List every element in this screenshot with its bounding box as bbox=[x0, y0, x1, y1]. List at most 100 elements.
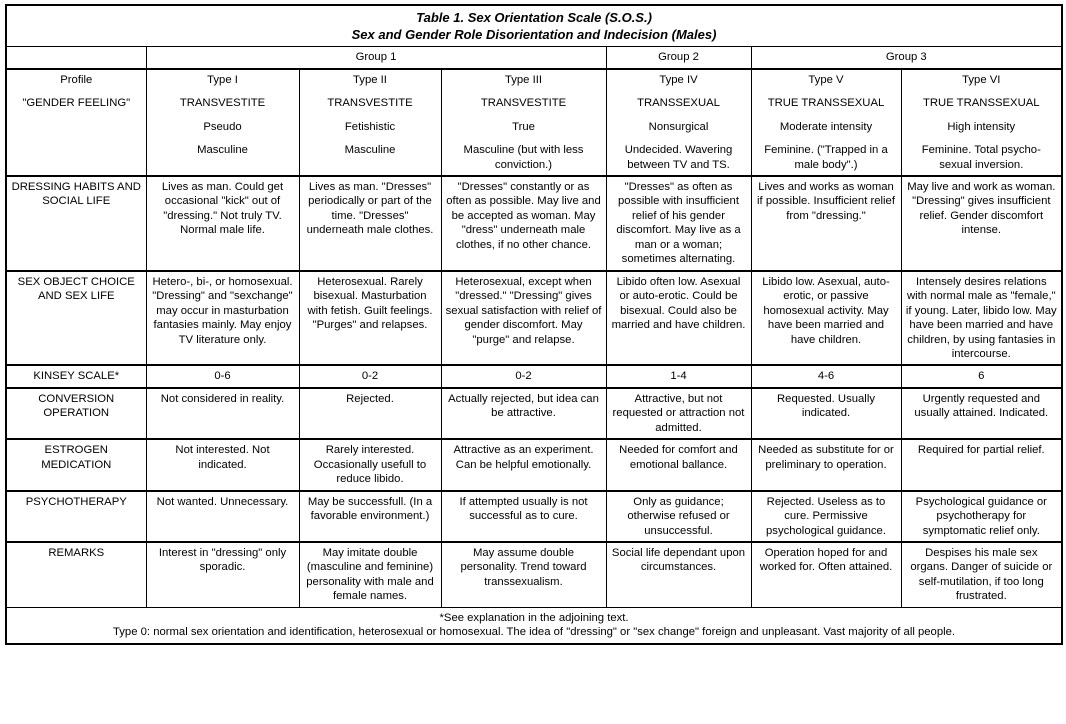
row-cell: Needed for comfort and emotional ballanc… bbox=[605, 438, 752, 492]
row-cell: 0-2 bbox=[440, 364, 607, 389]
row-label: PSYCHOTHERAPY bbox=[5, 489, 147, 543]
row-cell: Urgently requested and usually attained.… bbox=[900, 386, 1063, 440]
table-title-line-1: Table 1. Sex Orientation Scale (S.O.S.) bbox=[416, 10, 652, 25]
profile-cell-type-3: Type III TRANSVESTITE True Masculine (bu… bbox=[440, 67, 607, 177]
row-label: CONVERSION OPERATION bbox=[5, 386, 147, 440]
row-cell: Not interested. Not indicated. bbox=[145, 438, 300, 492]
row-cell: Operation hoped for and worked for. Ofte… bbox=[750, 540, 902, 608]
row-cell: Heterosexual. Rarely bisexual. Masturbat… bbox=[298, 269, 442, 366]
table-row: DRESSING HABITS AND SOCIAL LIFE Lives as… bbox=[5, 175, 1063, 272]
row-cell: Attractive as an experiment. Can be help… bbox=[440, 438, 607, 492]
row-cell: Lives as man. "Dresses" periodically or … bbox=[298, 175, 442, 272]
group-header-row: Group 1 Group 2 Group 3 bbox=[5, 46, 1063, 70]
row-label: DRESSING HABITS AND SOCIAL LIFE bbox=[5, 175, 147, 272]
table-title-line-2: Sex and Gender Role Disorientation and I… bbox=[351, 27, 717, 43]
row-label: SEX OBJECT CHOICE AND SEX LIFE bbox=[5, 269, 147, 366]
row-cell: Intensely desires relations with normal … bbox=[900, 269, 1063, 366]
profile-category: TRANSVESTITE bbox=[327, 97, 413, 110]
profile-gender-feeling: Masculine bbox=[344, 144, 396, 157]
footnote-line-1: *See explanation in the adjoining text. bbox=[439, 611, 629, 624]
profile-type: Type IV bbox=[659, 73, 698, 86]
profile-cell-type-1: Type I TRANSVESTITE Pseudo Masculine bbox=[145, 67, 300, 177]
profile-gender-feeling: Masculine (but with less conviction.) bbox=[463, 144, 584, 171]
footnote-row: *See explanation in the adjoining text. … bbox=[5, 606, 1063, 645]
profile-type: Type II bbox=[353, 73, 387, 86]
row-cell: Required for partial relief. bbox=[900, 438, 1063, 492]
row-label: ESTROGEN MEDICATION bbox=[5, 438, 147, 492]
profile-qualifier: High intensity bbox=[947, 120, 1016, 133]
row-cell: Lives and works as woman if possible. In… bbox=[750, 175, 902, 272]
profile-row: Profile "GENDER FEELING" Type I TRANSVES… bbox=[5, 67, 1063, 177]
table-row: SEX OBJECT CHOICE AND SEX LIFE Hetero-, … bbox=[5, 269, 1063, 366]
row-cell: Despises his male sex organs. Danger of … bbox=[900, 540, 1063, 608]
row-cell: 6 bbox=[900, 364, 1063, 389]
row-cell: Not wanted. Unnecessary. bbox=[145, 489, 300, 543]
row-cell: 4-6 bbox=[750, 364, 902, 389]
profile-cell-type-6: Type VI TRUE TRANSSEXUAL High intensity … bbox=[900, 67, 1063, 177]
row-cell: Rejected. bbox=[298, 386, 442, 440]
table-row: REMARKS Interest in "dressing" only spor… bbox=[5, 540, 1063, 608]
row-cell: Hetero-, bi-, or homosexual. "Dressing" … bbox=[145, 269, 300, 366]
table-title-row: Table 1. Sex Orientation Scale (S.O.S.) … bbox=[5, 4, 1063, 48]
row-cell: Only as guidance; otherwise refused or u… bbox=[605, 489, 752, 543]
row-cell: 1-4 bbox=[605, 364, 752, 389]
profile-gender-feeling: Feminine. ("Trapped in a male body".) bbox=[764, 144, 888, 171]
profile-type: Type V bbox=[808, 73, 844, 86]
row-cell: May be successfull. (In a favorable envi… bbox=[298, 489, 442, 543]
footnote-line-2: Type 0: normal sex orientation and ident… bbox=[113, 626, 956, 639]
table-title: Table 1. Sex Orientation Scale (S.O.S.) … bbox=[5, 4, 1063, 48]
row-cell: Psychological guidance or psychotherapy … bbox=[900, 489, 1063, 543]
profile-type: Type I bbox=[207, 73, 238, 86]
profile-gender-feeling: Feminine. Total psycho-sexual inversion. bbox=[921, 144, 1041, 171]
row-cell: Not considered in reality. bbox=[145, 386, 300, 440]
profile-gender-feeling: Undecided. Wavering between TV and TS. bbox=[624, 144, 733, 171]
group-header-group-2: Group 2 bbox=[605, 46, 752, 70]
profile-type: Type VI bbox=[962, 73, 1001, 86]
row-cell: Rarely interested. Occasionally usefull … bbox=[298, 438, 442, 492]
profile-qualifier: Nonsurgical bbox=[648, 120, 709, 133]
profile-category: TRANSSEXUAL bbox=[637, 97, 720, 110]
row-cell: Libido low. Asexual, auto-erotic, or pas… bbox=[750, 269, 902, 366]
row-cell: May imitate double (masculine and femini… bbox=[298, 540, 442, 608]
row-cell: "Dresses" as often as possible with insu… bbox=[605, 175, 752, 272]
row-cell: Interest in "dressing" only sporadic. bbox=[145, 540, 300, 608]
profile-qualifier: Moderate intensity bbox=[779, 120, 873, 133]
row-cell: 0-2 bbox=[298, 364, 442, 389]
row-cell: Actually rejected, but idea can be attra… bbox=[440, 386, 607, 440]
row-cell: Social life dependant upon circumstances… bbox=[605, 540, 752, 608]
profile-category: TRUE TRANSSEXUAL bbox=[767, 97, 885, 110]
table-row: PSYCHOTHERAPY Not wanted. Unnecessary. M… bbox=[5, 489, 1063, 543]
profile-category: TRANSVESTITE bbox=[480, 97, 567, 110]
profile-qualifier: Fetishistic bbox=[344, 120, 396, 133]
table-row: KINSEY SCALE* 0-6 0-2 0-2 1-4 4-6 6 bbox=[5, 364, 1063, 389]
profile-gender-feeling: Masculine bbox=[197, 144, 248, 157]
profile-qualifier: True bbox=[512, 120, 535, 133]
table-row: ESTROGEN MEDICATION Not interested. Not … bbox=[5, 438, 1063, 492]
profile-type: Type III bbox=[504, 73, 543, 86]
row-cell: If attempted usually is not successful a… bbox=[440, 489, 607, 543]
row-cell: Requested. Usually indicated. bbox=[750, 386, 902, 440]
profile-row-label: Profile "GENDER FEELING" bbox=[5, 67, 147, 177]
profile-category: TRANSVESTITE bbox=[179, 97, 266, 110]
row-cell: Rejected. Useless as to cure. Permissive… bbox=[750, 489, 902, 543]
row-cell: Libido often low. Asexual or auto-erotic… bbox=[605, 269, 752, 366]
profile-cell-type-5: Type V TRUE TRANSSEXUAL Moderate intensi… bbox=[750, 67, 902, 177]
group-header-group-1: Group 1 bbox=[145, 46, 607, 70]
table-footnotes: *See explanation in the adjoining text. … bbox=[5, 606, 1063, 645]
row-label: KINSEY SCALE* bbox=[5, 364, 147, 389]
group-header-blank bbox=[5, 46, 147, 70]
row-cell: May assume double personality. Trend tow… bbox=[440, 540, 607, 608]
profile-label-line-1: Profile bbox=[60, 73, 93, 86]
row-cell: Attractive, but not requested or attract… bbox=[605, 386, 752, 440]
group-header-group-3: Group 3 bbox=[750, 46, 1063, 70]
row-cell: "Dresses" constantly or as often as poss… bbox=[440, 175, 607, 272]
row-cell: 0-6 bbox=[145, 364, 300, 389]
row-cell: Needed as substitute for or preliminary … bbox=[750, 438, 902, 492]
row-cell: May live and work as woman. "Dressing" g… bbox=[900, 175, 1063, 272]
row-label: REMARKS bbox=[5, 540, 147, 608]
table-row: CONVERSION OPERATION Not considered in r… bbox=[5, 386, 1063, 440]
profile-cell-type-2: Type II TRANSVESTITE Fetishistic Masculi… bbox=[298, 67, 442, 177]
sex-orientation-scale-table: Table 1. Sex Orientation Scale (S.O.S.) … bbox=[5, 4, 1064, 645]
profile-category: TRUE TRANSSEXUAL bbox=[923, 97, 1040, 110]
